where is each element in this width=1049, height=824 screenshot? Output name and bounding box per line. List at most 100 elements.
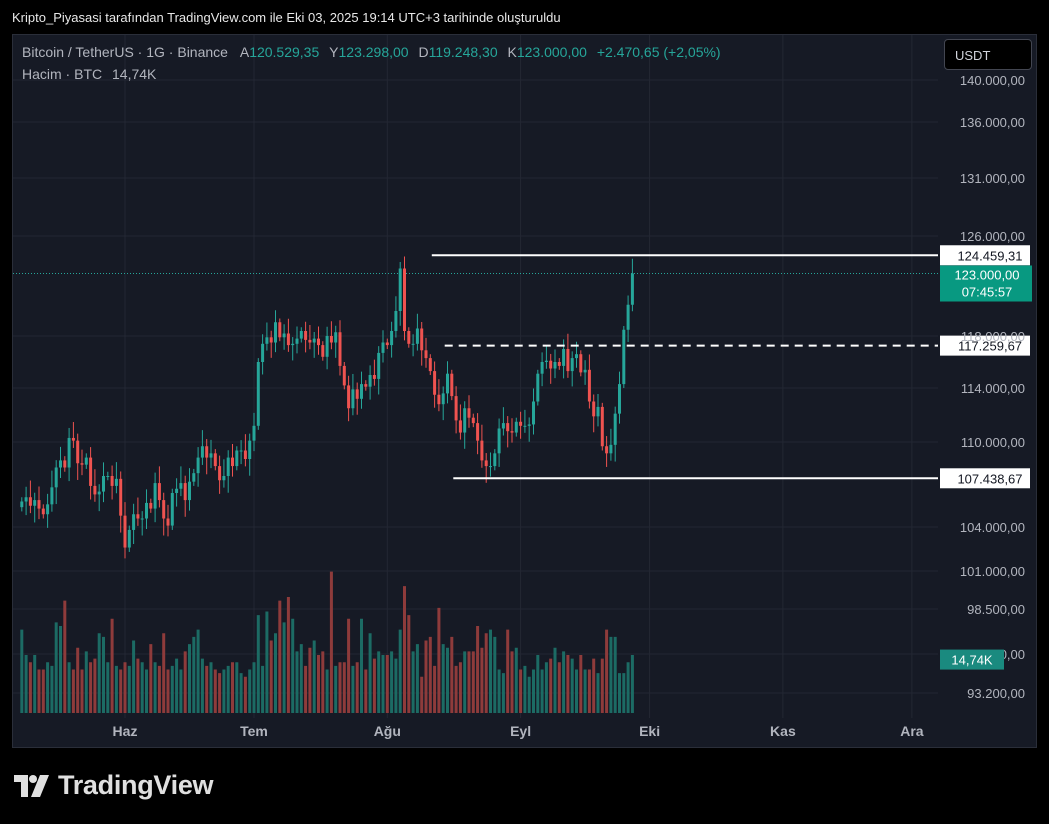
change-value: +2.470,65 (+2,05%) [596, 44, 721, 60]
symbol-label[interactable]: Bitcoin / TetherUS · 1G · Binance [22, 44, 228, 60]
volume-bar [420, 676, 424, 713]
level-price-label: 107.438,67 [957, 471, 1022, 486]
candle-body [342, 365, 346, 386]
candle-body [592, 401, 596, 417]
candle-body [372, 375, 376, 379]
price-axis[interactable]: 140.000,00 136.000,00 131.000,00 126.000,00… [940, 73, 1032, 701]
candle-body [622, 329, 626, 385]
candle-body [209, 453, 213, 458]
volume-bar [269, 640, 273, 713]
volume-bar [123, 662, 127, 713]
candle-body [562, 349, 566, 366]
candle-body [110, 476, 114, 486]
volume-label[interactable]: Hacim · BTC [22, 66, 103, 82]
price-tick-label: 126.000,00 [960, 229, 1025, 244]
volume-bar [454, 665, 458, 713]
candle-body [41, 508, 45, 515]
level-price-tag [940, 468, 1030, 489]
volume-bar [33, 655, 37, 713]
volume-bar [119, 669, 123, 713]
candle-body [80, 463, 84, 465]
candle-body [463, 408, 467, 433]
candle-body [618, 384, 621, 414]
price-tick-label: 136.000,00 [960, 115, 1025, 130]
volume-bar [59, 626, 62, 713]
candle-body [192, 473, 196, 482]
candle-body [553, 362, 557, 369]
volume-bar [364, 669, 368, 713]
horizontal-levels[interactable]: 124.459,31 117.259,67 107.438,67 [431, 245, 1030, 489]
volume-bar [218, 673, 222, 713]
volume-bar [334, 665, 338, 713]
candle-body [149, 502, 153, 509]
time-axis[interactable]: Haz Tem Ağu Eyl Eki Kas Ara [113, 723, 924, 739]
volume-bar [476, 626, 480, 713]
candle-body [102, 476, 105, 492]
level-price-tag [940, 245, 1030, 266]
candle-body [321, 345, 325, 357]
volume-bar [248, 669, 252, 713]
volume-bar [299, 644, 303, 713]
volume-bar [527, 676, 531, 713]
candle-body [20, 501, 24, 508]
candle-body [493, 453, 497, 467]
volume-bar [50, 665, 54, 713]
candle-body [446, 373, 449, 394]
currency-button[interactable]: USDT [944, 39, 1032, 70]
volume-bar [175, 658, 179, 713]
candle-body [476, 423, 480, 441]
candle-body [583, 369, 587, 373]
volume-bar [209, 662, 213, 713]
low-label: D [418, 44, 429, 60]
volume-bar [162, 633, 166, 713]
candle-body [532, 401, 535, 425]
time-tick-label: Kas [770, 723, 796, 739]
volume-bar [368, 633, 372, 713]
volume-bar [437, 607, 441, 713]
candle-body [557, 362, 561, 366]
tradingview-logo[interactable]: TradingView [14, 770, 214, 801]
volume-bar [609, 636, 613, 713]
price-tick-label: 98.500,00 [967, 602, 1025, 617]
candle-body [394, 311, 398, 331]
time-tick-label: Eki [639, 723, 660, 739]
high-label: Y [329, 44, 339, 60]
candle-body [299, 331, 303, 339]
candle-body [175, 488, 179, 493]
candle-body [415, 328, 419, 344]
candle-body [514, 421, 518, 433]
volume-bar [63, 600, 67, 713]
volume-bar [179, 669, 183, 713]
volume-bar [587, 669, 591, 713]
candle-body [136, 514, 140, 519]
price-tick-label: 131.000,00 [960, 171, 1025, 186]
price-candles [20, 256, 634, 559]
candle-body [132, 514, 136, 530]
volume-bar [192, 636, 196, 713]
candle-body [450, 373, 454, 397]
volume-bar [102, 636, 105, 713]
candle-body [256, 362, 260, 426]
candle-body [274, 322, 277, 343]
volume-bar [157, 665, 161, 713]
volume-bar [600, 658, 604, 713]
volume-bar [377, 651, 381, 713]
candle-body [24, 497, 28, 502]
price-tick-label: 104.000,00 [960, 520, 1025, 535]
candle-body [544, 360, 548, 362]
volume-bar [145, 669, 148, 713]
volume-bar [231, 662, 234, 713]
volume-bar [497, 669, 501, 713]
candle-body [428, 358, 432, 372]
candle-body [480, 440, 484, 461]
candle-body [506, 423, 510, 432]
volume-bar [622, 673, 626, 713]
volume-bar [471, 651, 475, 713]
candle-body [261, 343, 265, 362]
candle-body [484, 460, 488, 467]
candle-body [596, 406, 600, 417]
chart-panel[interactable] [12, 34, 1037, 748]
volume-bar [605, 629, 609, 713]
candle-body [338, 332, 342, 366]
